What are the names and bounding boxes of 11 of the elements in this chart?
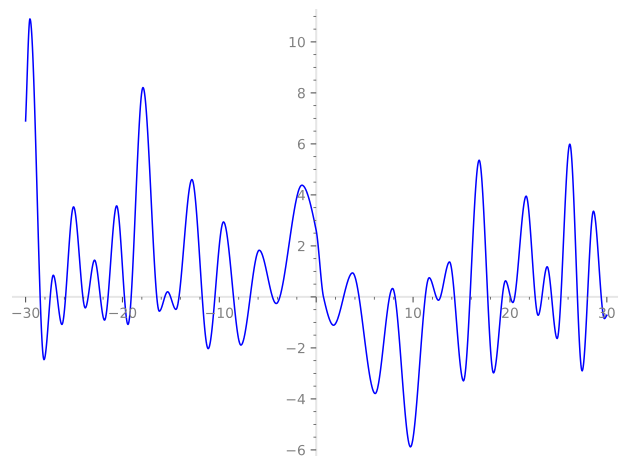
y-tick-label: −4	[286, 394, 306, 404]
x-tick-label: 20	[502, 308, 518, 318]
x-tick-label: 10	[406, 308, 421, 318]
y-tick-label: 4	[298, 190, 306, 200]
y-tick-label: 8	[298, 88, 305, 98]
y-tick-label: −6	[286, 444, 305, 456]
y-tick-label: 10	[290, 36, 305, 48]
x-tick-label: −30	[12, 308, 40, 318]
y-tick-label: 2	[298, 240, 304, 252]
y-tick-label: 6	[298, 138, 305, 150]
y-tick-label: −2	[286, 342, 304, 354]
